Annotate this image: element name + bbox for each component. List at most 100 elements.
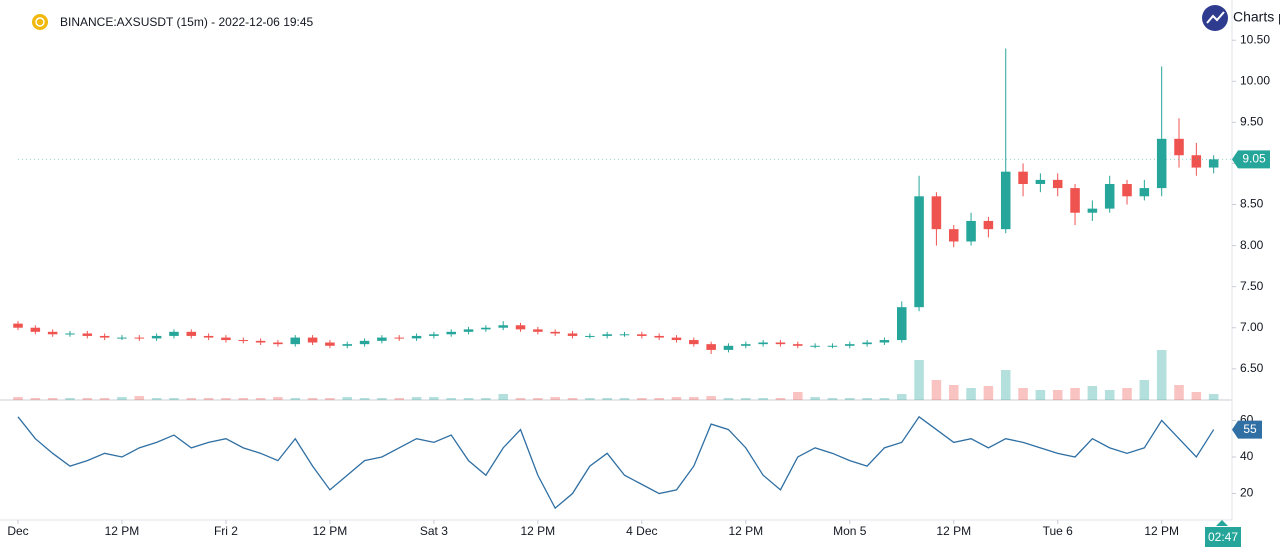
x-tick-label: Sat 3	[420, 524, 448, 538]
candle-body	[307, 337, 318, 343]
candle-body	[671, 337, 682, 341]
volume-bar	[637, 398, 647, 400]
volume-bar	[654, 398, 664, 400]
volume-bar	[810, 397, 820, 400]
volume-bar	[758, 398, 768, 400]
candle-body	[983, 220, 994, 230]
rsi-line	[17, 415, 1215, 510]
y-tick-label: 10.00	[1240, 73, 1270, 87]
candle-body	[151, 335, 162, 339]
candle-body	[134, 337, 145, 339]
brand-text: Charts p	[1233, 9, 1280, 25]
candle-body	[1070, 188, 1080, 213]
y-tick-label: 6.50	[1240, 361, 1264, 375]
x-tick-label: 12 PM	[105, 524, 140, 538]
candle-body	[533, 329, 543, 332]
candle-body	[1156, 138, 1167, 189]
candle-body	[429, 334, 439, 336]
volume-bar	[706, 396, 716, 400]
candle-body	[1191, 155, 1202, 168]
candle-body	[706, 344, 716, 350]
candle-body	[1035, 179, 1046, 184]
x-tick-label: 4 Dec	[626, 524, 657, 538]
volume-bar	[377, 398, 387, 400]
volume-bar	[1104, 390, 1115, 400]
candle-body	[411, 335, 422, 339]
candle-body	[13, 323, 23, 328]
volume-bar	[1087, 386, 1098, 400]
volume-bar	[359, 398, 370, 400]
candle-body	[238, 340, 249, 342]
candle-body	[1018, 171, 1028, 184]
volume-bar	[429, 397, 439, 400]
candle-body	[845, 344, 855, 346]
candle-body	[203, 335, 214, 338]
candle-body	[741, 344, 751, 346]
symbol-icon	[32, 14, 48, 30]
candle-body	[515, 325, 526, 330]
candle-body	[1122, 183, 1132, 197]
x-tick-label: 12 PM	[521, 524, 556, 538]
x-tick-label: 12 PM	[313, 524, 348, 538]
volume-bar	[741, 398, 751, 400]
volume-bar	[394, 398, 404, 400]
volume-bar	[498, 394, 508, 400]
x-tick-label: 12 PM	[728, 524, 763, 538]
volume-bar	[82, 398, 93, 400]
volume-bar	[1122, 388, 1132, 400]
y-tick-label: 8.00	[1240, 238, 1264, 252]
candle-body	[1208, 159, 1219, 168]
candle-body	[169, 331, 179, 336]
rsi-last-label: 55	[1243, 422, 1257, 436]
candle-body	[637, 334, 647, 336]
candle-body	[1052, 179, 1063, 189]
rsi-badge	[1232, 420, 1262, 439]
volume-bar	[619, 398, 630, 400]
volume-bar	[134, 396, 145, 400]
candle-body	[914, 196, 924, 308]
volume-bar	[567, 398, 578, 400]
volume-bar	[602, 398, 612, 400]
x-tick-label: 12 PM	[936, 524, 971, 538]
last-price-label: 9.05	[1242, 152, 1266, 166]
candle-body	[1104, 183, 1115, 209]
y-tick-label: 8.50	[1240, 197, 1264, 211]
volume-bar	[896, 394, 907, 400]
candle-body	[30, 327, 41, 332]
candle-body	[793, 344, 803, 346]
candle-body	[47, 331, 58, 335]
volume-bar	[30, 398, 41, 400]
countdown-badge	[1205, 527, 1241, 547]
y-tick-label: 7.50	[1240, 279, 1264, 293]
volume-bar	[845, 398, 855, 400]
volume-bar	[1139, 380, 1150, 400]
candle-body	[446, 331, 456, 335]
volume-bar	[775, 398, 786, 400]
volume-bar	[1174, 385, 1184, 400]
volume-bar	[238, 398, 249, 400]
volume-bar	[169, 398, 179, 400]
y-tick-label: 10.50	[1240, 32, 1270, 46]
volume-bar	[255, 398, 266, 400]
brand-logo-arrow	[1206, 11, 1225, 24]
volume-bar	[533, 398, 543, 400]
candle-body	[619, 334, 630, 336]
volume-bar	[931, 380, 942, 400]
volume-bar	[1018, 388, 1028, 400]
volume-bar	[307, 398, 318, 400]
volume-bar	[966, 388, 976, 400]
x-tick-label: Fri 2	[214, 524, 238, 538]
candle-body	[567, 333, 578, 336]
countdown-marker	[1216, 520, 1228, 526]
candle-body	[342, 344, 353, 346]
volume-bar	[325, 398, 335, 400]
candle-body	[931, 196, 942, 230]
volume-bar	[550, 397, 560, 400]
volume-bar	[1035, 390, 1046, 400]
volume-bar	[186, 398, 197, 400]
candle-body	[1174, 138, 1184, 156]
candle-body	[550, 331, 560, 334]
volume-bar	[203, 398, 214, 400]
y-tick-label: 7.00	[1240, 320, 1264, 334]
